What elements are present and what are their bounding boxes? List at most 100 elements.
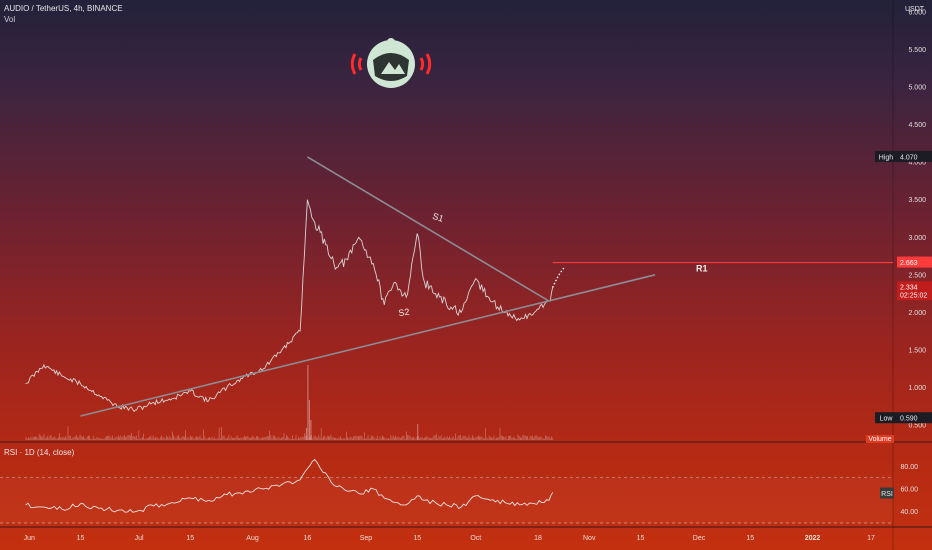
volume-bar (498, 437, 500, 440)
rsi-tick-label: 60.00 (900, 487, 918, 494)
volume-bar (203, 429, 204, 440)
volume-bar (30, 436, 32, 440)
volume-bar (276, 438, 278, 440)
volume-bar (488, 435, 490, 440)
volume-bar (503, 436, 504, 440)
volume-bar (205, 438, 207, 440)
volume-bar (86, 436, 88, 440)
volume-bar (302, 436, 304, 440)
volume-bar (326, 436, 328, 440)
volume-bar (104, 437, 106, 440)
volume-bar (340, 436, 341, 440)
volume-bar (362, 438, 364, 440)
low-tag-value: 0.590 (900, 416, 918, 423)
volume-bar (431, 438, 432, 440)
volume-bar (467, 438, 468, 440)
rsi-tag-label: RSI (881, 491, 893, 498)
volume-bar (106, 436, 107, 440)
volume-bar (311, 435, 312, 440)
volume-bar (268, 436, 269, 440)
volume-bar (37, 438, 39, 440)
volume-bar (344, 438, 346, 440)
volume-bar (54, 436, 56, 440)
volume-bar (257, 436, 258, 440)
volume-bar (481, 436, 483, 440)
volume-bar (520, 436, 521, 440)
volume-bar (428, 437, 430, 440)
volume-bar (88, 435, 89, 440)
rsi-series-line (25, 458, 553, 513)
volume-bar (194, 437, 196, 440)
volume-bar (220, 438, 221, 440)
volume-bar (421, 437, 423, 440)
volume-bar (320, 428, 322, 440)
volume-bar-spike (308, 400, 310, 440)
volume-bar (451, 437, 453, 440)
volume-bar (515, 438, 516, 440)
volume-bar (78, 437, 80, 440)
volume-bar (218, 427, 220, 440)
volume-bar (150, 435, 152, 440)
volume-bar (122, 436, 124, 440)
volume-bar (341, 438, 342, 440)
volume-bar (529, 435, 531, 440)
volume-bar (398, 437, 400, 440)
volume-indicator-label[interactable]: Vol (4, 15, 16, 24)
volume-bar (415, 437, 417, 440)
volume-bar (434, 435, 436, 440)
volume-bar (506, 439, 508, 440)
high-tag-value: 4.070 (900, 154, 918, 161)
volume-bar (364, 432, 365, 440)
price-tick-label: 3.500 (908, 197, 926, 204)
volume-bar (482, 438, 484, 440)
volume-bar (100, 438, 101, 440)
volume-bar (536, 436, 538, 440)
volume-tag-box (866, 435, 894, 443)
volume-bar (60, 437, 62, 440)
volume-bar (454, 438, 455, 440)
volume-bar (25, 437, 27, 440)
volume-bar (154, 438, 155, 440)
time-tick-label: Dec (693, 535, 706, 542)
volume-bar (426, 435, 428, 440)
volume-bar (292, 435, 293, 440)
volume-bar (221, 427, 222, 440)
volume-bar (348, 438, 350, 440)
volume-bar (233, 437, 234, 440)
volume-bar (38, 434, 40, 440)
annotation-label-s1: S1 (431, 211, 445, 224)
volume-bar (228, 435, 230, 440)
volume-bar (401, 437, 402, 440)
volume-bar (41, 437, 42, 440)
volume-bar (516, 438, 518, 440)
volume-bar (463, 435, 465, 440)
volume-bar (288, 437, 290, 440)
last-price-box (897, 281, 932, 301)
volume-bar (430, 438, 431, 440)
volume-bar (198, 437, 200, 440)
volume-bar (380, 437, 382, 440)
volume-bar (262, 437, 263, 440)
volume-bar (343, 437, 345, 440)
volume-bar (474, 438, 476, 440)
volume-bar (440, 435, 442, 440)
volume-bar (130, 435, 131, 440)
time-tick-label: 15 (637, 535, 645, 542)
volume-bar (485, 428, 486, 440)
volume-bar (547, 437, 549, 440)
volume-bar (148, 437, 149, 440)
volume-bar (391, 437, 393, 440)
volume-bar (160, 437, 161, 440)
volume-bar (478, 435, 479, 440)
rsi-indicator-label[interactable]: RSI · 1D (14, close) (4, 448, 75, 457)
volume-bar (238, 437, 239, 440)
volume-bar (534, 436, 536, 440)
volume-bar (541, 437, 543, 440)
countdown-value: 02:25:02 (900, 292, 927, 299)
volume-bar (83, 435, 84, 440)
volume-bar (371, 435, 372, 440)
volume-bar (367, 435, 369, 440)
volume-bar (437, 438, 438, 440)
volume-bar (366, 437, 368, 440)
volume-bar (468, 435, 470, 440)
